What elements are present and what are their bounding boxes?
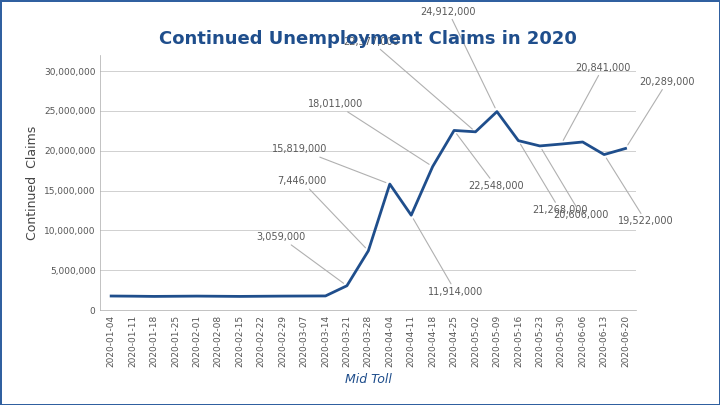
Title: Continued Unemployment Claims in 2020: Continued Unemployment Claims in 2020: [159, 30, 577, 48]
X-axis label: Mid Toll: Mid Toll: [345, 373, 392, 386]
Text: 19,522,000: 19,522,000: [606, 158, 674, 226]
Text: 18,011,000: 18,011,000: [308, 99, 429, 164]
Text: 24,912,000: 24,912,000: [420, 6, 495, 108]
Text: 20,289,000: 20,289,000: [628, 77, 695, 145]
Text: 7,446,000: 7,446,000: [277, 176, 366, 248]
Text: 11,914,000: 11,914,000: [413, 219, 483, 296]
Text: 22,377,000: 22,377,000: [343, 36, 472, 129]
Y-axis label: Continued  Claims: Continued Claims: [25, 126, 38, 240]
Text: 3,059,000: 3,059,000: [256, 232, 343, 283]
Text: 15,819,000: 15,819,000: [272, 144, 386, 183]
Text: 21,268,000: 21,268,000: [521, 144, 588, 215]
Text: 22,548,000: 22,548,000: [456, 134, 523, 191]
Text: 20,841,000: 20,841,000: [563, 63, 631, 141]
Text: 20,606,000: 20,606,000: [542, 149, 609, 220]
